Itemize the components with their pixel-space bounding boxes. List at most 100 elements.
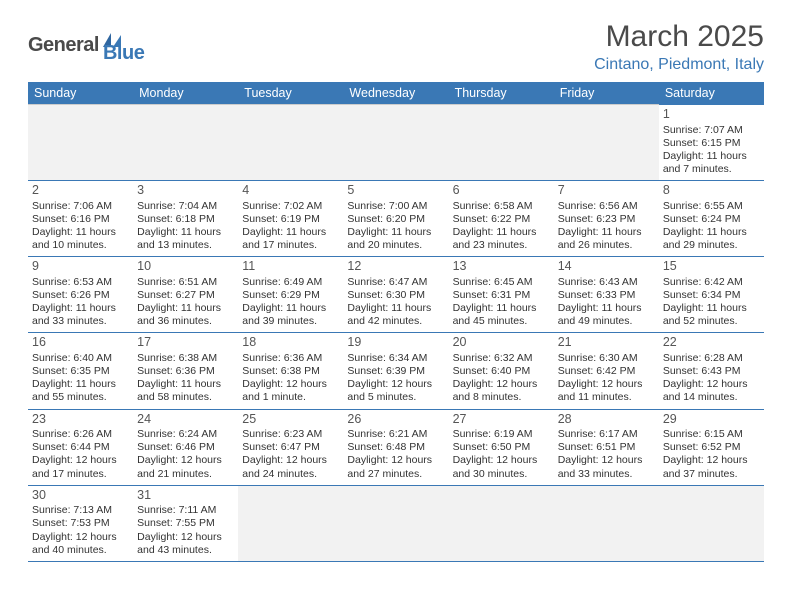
calendar-cell-empty (449, 485, 554, 561)
sunrise-text: Sunrise: 6:36 AM (242, 352, 339, 365)
sunset-text: Sunset: 6:16 PM (32, 213, 129, 226)
calendar-cell: 28Sunrise: 6:17 AMSunset: 6:51 PMDayligh… (554, 409, 659, 485)
daylight-text: Daylight: 11 hours (242, 226, 339, 239)
sunrise-text: Sunrise: 7:11 AM (137, 504, 234, 517)
sunrise-text: Sunrise: 6:28 AM (663, 352, 760, 365)
weekday-header: Wednesday (343, 82, 448, 105)
calendar-cell: 19Sunrise: 6:34 AMSunset: 6:39 PMDayligh… (343, 333, 448, 409)
weekday-header: Friday (554, 82, 659, 105)
sunrise-text: Sunrise: 6:15 AM (663, 428, 760, 441)
day-number: 22 (663, 335, 760, 351)
daylight-text: Daylight: 11 hours (137, 302, 234, 315)
weekday-header: Monday (133, 82, 238, 105)
calendar-row: 23Sunrise: 6:26 AMSunset: 6:44 PMDayligh… (28, 409, 764, 485)
day-number: 15 (663, 259, 760, 275)
day-number: 7 (558, 183, 655, 199)
sunset-text: Sunset: 6:34 PM (663, 289, 760, 302)
day-number: 25 (242, 412, 339, 428)
daylight-text: Daylight: 11 hours (558, 302, 655, 315)
daylight-text: and 52 minutes. (663, 315, 760, 328)
sunset-text: Sunset: 6:43 PM (663, 365, 760, 378)
day-number: 2 (32, 183, 129, 199)
sunrise-text: Sunrise: 7:04 AM (137, 200, 234, 213)
calendar-cell-empty (133, 105, 238, 181)
calendar-cell: 1Sunrise: 7:07 AMSunset: 6:15 PMDaylight… (659, 105, 764, 181)
sunset-text: Sunset: 6:15 PM (663, 137, 760, 150)
calendar-cell: 20Sunrise: 6:32 AMSunset: 6:40 PMDayligh… (449, 333, 554, 409)
sunset-text: Sunset: 7:53 PM (32, 517, 129, 530)
calendar-cell: 6Sunrise: 6:58 AMSunset: 6:22 PMDaylight… (449, 181, 554, 257)
day-number: 29 (663, 412, 760, 428)
sunrise-text: Sunrise: 6:19 AM (453, 428, 550, 441)
title-block: March 2025 Cintano, Piedmont, Italy (594, 20, 764, 74)
weekday-header: Saturday (659, 82, 764, 105)
sunrise-text: Sunrise: 7:06 AM (32, 200, 129, 213)
sunrise-text: Sunrise: 6:53 AM (32, 276, 129, 289)
calendar-cell: 30Sunrise: 7:13 AMSunset: 7:53 PMDayligh… (28, 485, 133, 561)
calendar-cell-empty (238, 105, 343, 181)
daylight-text: Daylight: 11 hours (32, 302, 129, 315)
daylight-text: and 45 minutes. (453, 315, 550, 328)
day-number: 6 (453, 183, 550, 199)
sunset-text: Sunset: 6:24 PM (663, 213, 760, 226)
sunrise-text: Sunrise: 6:24 AM (137, 428, 234, 441)
sunrise-text: Sunrise: 6:42 AM (663, 276, 760, 289)
page-header: General Blue March 2025 Cintano, Piedmon… (28, 20, 764, 74)
daylight-text: Daylight: 12 hours (453, 454, 550, 467)
calendar-cell: 24Sunrise: 6:24 AMSunset: 6:46 PMDayligh… (133, 409, 238, 485)
calendar-cell: 18Sunrise: 6:36 AMSunset: 6:38 PMDayligh… (238, 333, 343, 409)
daylight-text: and 58 minutes. (137, 391, 234, 404)
calendar-cell: 10Sunrise: 6:51 AMSunset: 6:27 PMDayligh… (133, 257, 238, 333)
sunset-text: Sunset: 6:22 PM (453, 213, 550, 226)
daylight-text: and 37 minutes. (663, 468, 760, 481)
sunrise-text: Sunrise: 7:02 AM (242, 200, 339, 213)
sunrise-text: Sunrise: 6:55 AM (663, 200, 760, 213)
calendar-cell-empty (554, 485, 659, 561)
sunrise-text: Sunrise: 7:00 AM (347, 200, 444, 213)
daylight-text: Daylight: 11 hours (347, 302, 444, 315)
sunset-text: Sunset: 6:44 PM (32, 441, 129, 454)
calendar-cell: 23Sunrise: 6:26 AMSunset: 6:44 PMDayligh… (28, 409, 133, 485)
daylight-text: and 42 minutes. (347, 315, 444, 328)
sunset-text: Sunset: 6:38 PM (242, 365, 339, 378)
daylight-text: and 26 minutes. (558, 239, 655, 252)
sunrise-text: Sunrise: 6:47 AM (347, 276, 444, 289)
daylight-text: Daylight: 12 hours (558, 378, 655, 391)
location-label: Cintano, Piedmont, Italy (594, 56, 764, 74)
calendar-body: 1Sunrise: 7:07 AMSunset: 6:15 PMDaylight… (28, 105, 764, 562)
sunset-text: Sunset: 7:55 PM (137, 517, 234, 530)
sunset-text: Sunset: 6:52 PM (663, 441, 760, 454)
calendar-cell-empty (659, 485, 764, 561)
day-number: 27 (453, 412, 550, 428)
daylight-text: and 24 minutes. (242, 468, 339, 481)
sunrise-text: Sunrise: 6:38 AM (137, 352, 234, 365)
daylight-text: Daylight: 12 hours (663, 378, 760, 391)
calendar-cell-empty (343, 485, 448, 561)
day-number: 18 (242, 335, 339, 351)
sunset-text: Sunset: 6:42 PM (558, 365, 655, 378)
sunset-text: Sunset: 6:27 PM (137, 289, 234, 302)
daylight-text: and 23 minutes. (453, 239, 550, 252)
sunrise-text: Sunrise: 6:56 AM (558, 200, 655, 213)
day-number: 31 (137, 488, 234, 504)
calendar-cell: 5Sunrise: 7:00 AMSunset: 6:20 PMDaylight… (343, 181, 448, 257)
calendar-cell: 13Sunrise: 6:45 AMSunset: 6:31 PMDayligh… (449, 257, 554, 333)
sunset-text: Sunset: 6:29 PM (242, 289, 339, 302)
sunset-text: Sunset: 6:23 PM (558, 213, 655, 226)
sunrise-text: Sunrise: 6:51 AM (137, 276, 234, 289)
day-number: 23 (32, 412, 129, 428)
sunset-text: Sunset: 6:20 PM (347, 213, 444, 226)
calendar-row: 16Sunrise: 6:40 AMSunset: 6:35 PMDayligh… (28, 333, 764, 409)
calendar-cell: 21Sunrise: 6:30 AMSunset: 6:42 PMDayligh… (554, 333, 659, 409)
calendar-cell-empty (28, 105, 133, 181)
calendar-row: 1Sunrise: 7:07 AMSunset: 6:15 PMDaylight… (28, 105, 764, 181)
daylight-text: Daylight: 12 hours (242, 378, 339, 391)
daylight-text: and 33 minutes. (32, 315, 129, 328)
calendar-cell: 17Sunrise: 6:38 AMSunset: 6:36 PMDayligh… (133, 333, 238, 409)
daylight-text: Daylight: 11 hours (453, 302, 550, 315)
daylight-text: Daylight: 11 hours (663, 302, 760, 315)
daylight-text: and 7 minutes. (663, 163, 760, 176)
sunrise-text: Sunrise: 7:07 AM (663, 124, 760, 137)
calendar-cell-empty (449, 105, 554, 181)
sunset-text: Sunset: 6:51 PM (558, 441, 655, 454)
